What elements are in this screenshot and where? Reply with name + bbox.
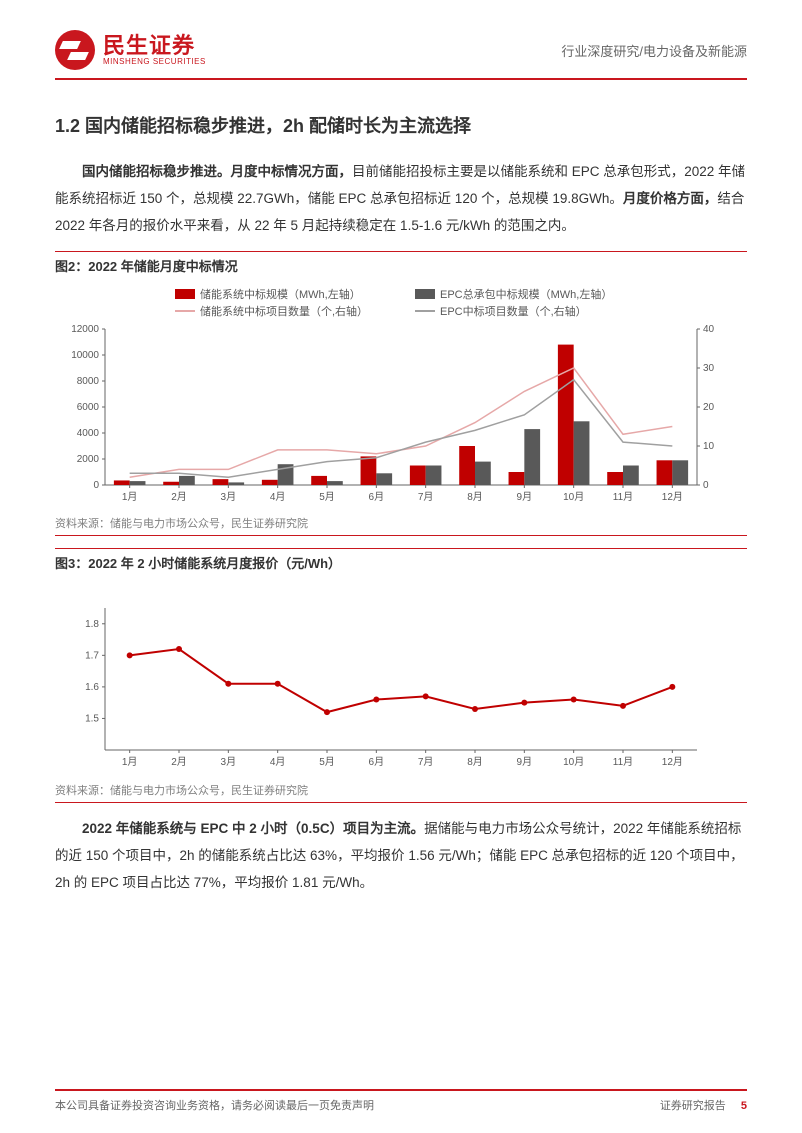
svg-text:11月: 11月 — [613, 491, 633, 503]
page-header: 民生证券 MINSHENG SECURITIES 行业深度研究/电力设备及新能源 — [55, 30, 747, 80]
svg-text:12000: 12000 — [71, 324, 99, 335]
svg-text:3月: 3月 — [221, 491, 237, 503]
figure-3-source: 资料来源：储能与电力市场公众号，民生证券研究院 — [55, 778, 747, 803]
svg-text:3月: 3月 — [221, 756, 237, 768]
svg-text:7月: 7月 — [418, 756, 434, 768]
section-title: 1.2 国内储能招标稳步推进，2h 配储时长为主流选择 — [55, 112, 747, 138]
svg-text:1.5: 1.5 — [85, 713, 99, 724]
header-category: 行业深度研究/电力设备及新能源 — [561, 41, 747, 60]
logo-block: 民生证券 MINSHENG SECURITIES — [55, 30, 206, 70]
paragraph-2: 2022 年储能系统与 EPC 中 2 小时（0.5C）项目为主流。据储能与电力… — [55, 815, 747, 896]
svg-text:2月: 2月 — [171, 756, 187, 768]
svg-text:7月: 7月 — [418, 491, 434, 503]
p2-bold-1: 2022 年储能系统与 EPC 中 2 小时（0.5C）项目为主流。 — [82, 821, 424, 836]
svg-text:6月: 6月 — [369, 491, 385, 503]
figure-2-title: 图2：2022 年储能月度中标情况 — [55, 251, 747, 275]
svg-text:9月: 9月 — [517, 491, 533, 503]
svg-text:40: 40 — [703, 324, 715, 335]
svg-text:2000: 2000 — [77, 454, 100, 465]
svg-text:0: 0 — [703, 480, 709, 491]
figure-2-source: 资料来源：储能与电力市场公众号，民生证券研究院 — [55, 511, 747, 536]
svg-text:8月: 8月 — [467, 491, 483, 503]
paragraph-1: 国内储能招标稳步推进。月度中标情况方面，目前储能招投标主要是以储能系统和 EPC… — [55, 158, 747, 239]
svg-text:6000: 6000 — [77, 402, 100, 413]
svg-text:1月: 1月 — [122, 756, 138, 768]
page-number: 5 — [741, 1100, 747, 1112]
svg-text:4月: 4月 — [270, 491, 286, 503]
svg-text:10: 10 — [703, 441, 715, 452]
logo-text-en: MINSHENG SECURITIES — [103, 58, 206, 67]
footer-disclaimer: 本公司具备证券投资咨询业务资格，请务必阅读最后一页免责声明 — [55, 1097, 374, 1113]
svg-text:5月: 5月 — [319, 491, 335, 503]
logo-icon — [55, 30, 95, 70]
svg-text:储能系统中标项目数量（个,右轴）: 储能系统中标项目数量（个,右轴） — [200, 304, 368, 318]
svg-text:9月: 9月 — [517, 756, 533, 768]
svg-text:0: 0 — [93, 480, 99, 491]
svg-text:11月: 11月 — [613, 756, 633, 768]
logo-text-cn: 民生证券 — [103, 34, 206, 58]
svg-text:12月: 12月 — [662, 756, 683, 768]
p1-bold-1: 国内储能招标稳步推进。月度中标情况方面， — [82, 164, 352, 179]
figure-2-chart: 储能系统中标规模（MWh,左轴） EPC总承包中标规模（MWh,左轴） 储能系统中标… — [55, 281, 747, 511]
svg-text:5月: 5月 — [319, 756, 335, 768]
svg-text:20: 20 — [703, 402, 715, 413]
svg-text:8000: 8000 — [77, 376, 100, 387]
p1-bold-2: 月度价格方面， — [623, 191, 718, 206]
figure-3-chart: 1.5 1.6 1.7 1.8 1月 2月 3月 4月 5月 6月 7月 8月 9月 10月 11月 12月 — [55, 578, 747, 778]
svg-text:1月: 1月 — [122, 491, 138, 503]
footer-report-label: 证券研究报告 — [660, 1100, 726, 1112]
svg-text:1.6: 1.6 — [85, 682, 99, 693]
svg-text:1.8: 1.8 — [85, 619, 99, 630]
svg-text:EPC中标项目数量（个,右轴）: EPC中标项目数量（个,右轴） — [440, 304, 587, 318]
svg-text:10月: 10月 — [563, 756, 584, 768]
svg-text:12月: 12月 — [662, 491, 683, 503]
page-footer: 本公司具备证券投资咨询业务资格，请务必阅读最后一页免责声明 证券研究报告 5 — [55, 1089, 747, 1113]
svg-text:10月: 10月 — [563, 491, 584, 503]
svg-text:4月: 4月 — [270, 756, 286, 768]
svg-text:6月: 6月 — [369, 756, 385, 768]
svg-text:4000: 4000 — [77, 428, 100, 439]
svg-text:8月: 8月 — [467, 756, 483, 768]
svg-text:10000: 10000 — [71, 350, 99, 361]
svg-text:1.7: 1.7 — [85, 650, 99, 661]
svg-text:2月: 2月 — [171, 491, 187, 503]
svg-text:储能系统中标规模（MWh,左轴）: 储能系统中标规模（MWh,左轴） — [200, 287, 361, 301]
figure-3-title: 图3：2022 年 2 小时储能系统月度报价（元/Wh） — [55, 548, 747, 572]
svg-text:30: 30 — [703, 363, 715, 374]
svg-text:EPC总承包中标规模（MWh,左轴）: EPC总承包中标规模（MWh,左轴） — [440, 287, 612, 301]
